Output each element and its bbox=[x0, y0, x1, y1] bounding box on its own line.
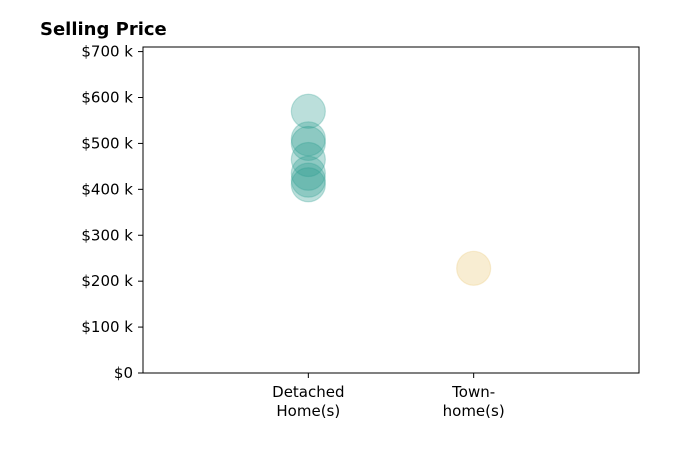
data-point bbox=[290, 167, 326, 203]
data-point bbox=[290, 121, 326, 157]
y-axis: $0 $100 k $200 k $300 k $400 k $500 k $600 k $7… bbox=[81, 43, 143, 382]
y-tick-label: $0 bbox=[114, 364, 133, 382]
y-tick-label: $500 k bbox=[81, 134, 133, 152]
y-tick-label: $700 k bbox=[81, 43, 133, 61]
data-point bbox=[456, 250, 492, 286]
data-point bbox=[290, 141, 326, 178]
x-tick-label: Detached bbox=[272, 383, 344, 401]
y-tick-label: $200 k bbox=[81, 272, 133, 290]
data-point bbox=[290, 162, 326, 198]
data-point bbox=[290, 125, 326, 162]
x-tick-label: home(s) bbox=[443, 402, 505, 420]
data-point bbox=[290, 93, 326, 129]
chart-title: Selling Price bbox=[40, 19, 167, 40]
y-tick-label: $100 k bbox=[81, 318, 133, 336]
x-tick-label: Town- bbox=[451, 383, 495, 401]
data-points bbox=[290, 93, 492, 286]
data-point bbox=[290, 155, 326, 191]
y-tick-label: $400 k bbox=[81, 180, 133, 198]
y-tick-label: $300 k bbox=[81, 226, 133, 244]
x-tick-label: Home(s) bbox=[276, 402, 340, 420]
y-tick-label: $600 k bbox=[81, 89, 133, 107]
plot-frame bbox=[142, 46, 640, 374]
